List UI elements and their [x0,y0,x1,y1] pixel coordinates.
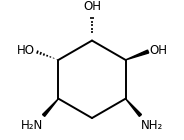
Polygon shape [125,99,141,116]
Text: OH: OH [83,0,101,13]
Polygon shape [125,50,149,60]
Text: H₂N: H₂N [21,119,43,132]
Polygon shape [43,99,59,116]
Text: HO: HO [17,44,35,57]
Text: NH₂: NH₂ [141,119,163,132]
Text: OH: OH [149,44,167,57]
